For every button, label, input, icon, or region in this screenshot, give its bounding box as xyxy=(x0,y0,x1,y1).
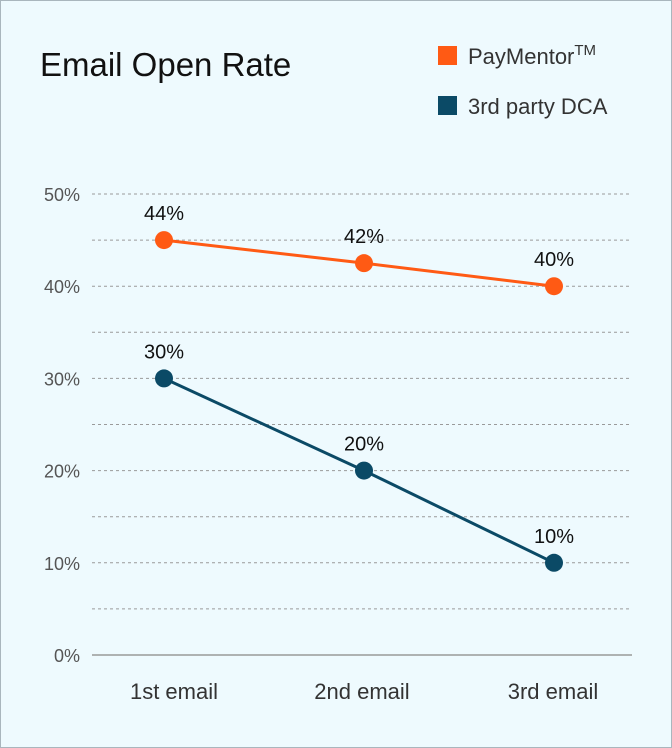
x-tick-label: 1st email xyxy=(130,679,218,704)
data-point-paymentor xyxy=(355,254,373,273)
data-label-paymentor: 44% xyxy=(144,203,184,225)
data-point-paymentor xyxy=(155,231,173,250)
data-label-3rd-party-dca: 20% xyxy=(344,434,384,456)
data-point-3rd-party-dca xyxy=(155,369,173,388)
x-axis-ticks: 1st email 2nd email 3rd email xyxy=(130,679,598,704)
data-point-paymentor xyxy=(545,277,563,296)
x-tick-label: 2nd email xyxy=(314,679,409,704)
legend: PayMentorTM 3rd party DCA xyxy=(438,42,608,119)
y-tick-label: 20% xyxy=(44,462,80,482)
data-point-3rd-party-dca xyxy=(545,553,563,572)
legend-swatch-paymentor xyxy=(438,46,457,65)
legend-trademark: TM xyxy=(574,42,596,59)
y-tick-label: 10% xyxy=(44,554,80,574)
x-tick-label: 3rd email xyxy=(508,679,598,704)
legend-name-paymentor: PayMentor xyxy=(468,44,574,69)
data-label-paymentor: 40% xyxy=(534,249,574,271)
y-tick-label: 0% xyxy=(54,646,80,666)
data-label-3rd-party-dca: 10% xyxy=(534,526,574,548)
y-tick-label: 30% xyxy=(44,369,80,389)
data-label-paymentor: 42% xyxy=(344,226,384,248)
y-tick-label: 40% xyxy=(44,277,80,297)
series-layer: 44% 42% 40% 30% 20% 10% xyxy=(144,203,574,572)
data-label-3rd-party-dca: 30% xyxy=(144,341,184,363)
data-point-3rd-party-dca xyxy=(355,461,373,480)
y-tick-label: 50% xyxy=(44,185,80,205)
chart-title: Email Open Rate xyxy=(40,46,291,83)
legend-label-paymentor: PayMentorTM xyxy=(468,42,596,69)
gridlines xyxy=(92,193,632,610)
legend-label-3rd-party-dca: 3rd party DCA xyxy=(468,94,608,119)
y-axis-ticks: 0% 10% 20% 30% 40% 50% xyxy=(44,185,80,666)
legend-swatch-3rd-party-dca xyxy=(438,96,457,115)
